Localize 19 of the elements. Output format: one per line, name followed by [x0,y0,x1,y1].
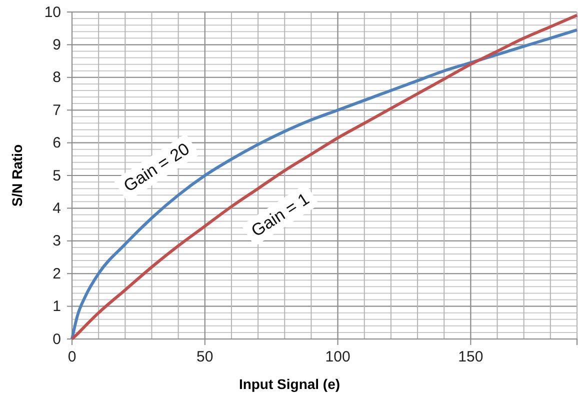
y-tick-label: 1 [52,298,61,316]
x-tick-label: 50 [196,348,214,366]
y-tick-label: 2 [52,265,61,282]
x-tick-label: 0 [68,348,76,366]
y-tick-label: 4 [52,200,61,217]
y-tick-label: 8 [52,69,61,86]
x-tick-label: 100 [325,348,350,366]
y-tick-label: 7 [52,102,61,119]
y-tick-label: 3 [52,232,61,250]
y-tick-label: 5 [52,167,61,184]
y-tick-label: 0 [52,330,61,348]
y-tick-label: 6 [52,134,61,152]
y-tick-label: 10 [44,4,61,21]
x-tick-label: 150 [458,348,484,366]
y-tick-label: 9 [52,36,61,54]
text: Gain = 1 [248,189,313,241]
text: Gain = 20 [120,139,193,196]
y-axis-title: S/N Ratio [9,144,25,207]
x-axis-title: Input Signal (e) [238,376,340,392]
